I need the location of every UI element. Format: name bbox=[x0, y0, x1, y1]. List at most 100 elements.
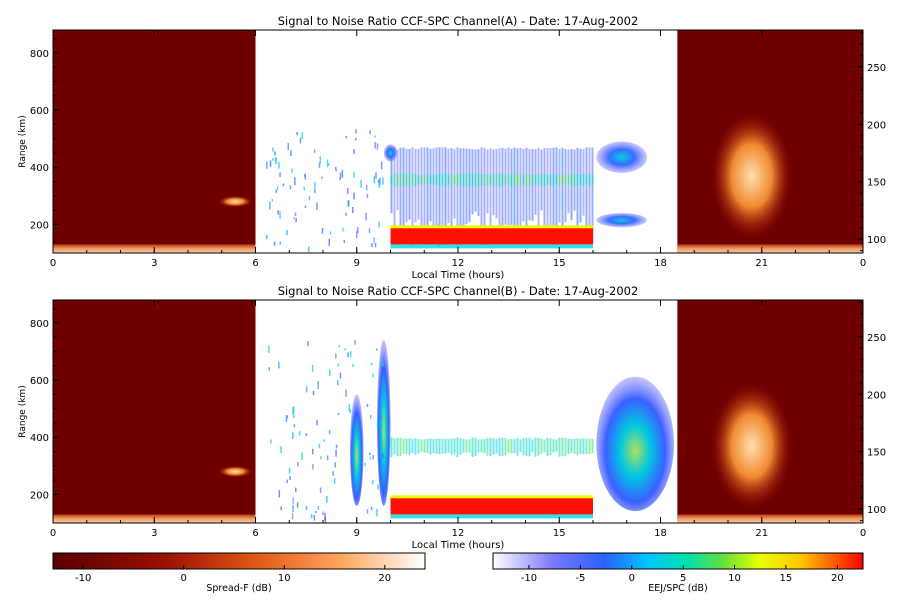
speckle bbox=[357, 227, 359, 234]
colorbar-tick-label: 10 bbox=[278, 573, 291, 584]
y2-tick-label: 150 bbox=[867, 448, 886, 459]
noise-streak bbox=[525, 174, 528, 186]
colorbar-tick-label: 5 bbox=[680, 573, 686, 584]
speckle bbox=[310, 514, 313, 519]
speckle bbox=[316, 419, 318, 426]
speckle bbox=[354, 340, 356, 345]
speckle bbox=[334, 166, 337, 170]
speckle bbox=[265, 234, 268, 240]
noise-streak bbox=[396, 437, 399, 457]
eej-strong-band bbox=[390, 497, 593, 515]
speckle bbox=[305, 386, 308, 393]
noise-streak bbox=[522, 174, 525, 185]
y2-tick-label: 100 bbox=[867, 505, 886, 516]
eej-echo bbox=[596, 212, 647, 228]
noise-streak bbox=[510, 173, 513, 187]
noise-streak bbox=[423, 147, 426, 245]
speckle bbox=[272, 147, 274, 152]
noise-streak bbox=[414, 438, 417, 455]
speckle bbox=[372, 373, 374, 378]
speckle bbox=[369, 130, 371, 135]
x-tick-label: 15 bbox=[553, 258, 566, 269]
noise-streak bbox=[552, 147, 555, 240]
speckle bbox=[335, 444, 338, 449]
x-tick-label: 18 bbox=[654, 258, 667, 269]
noise-streak bbox=[477, 173, 480, 187]
speckle bbox=[321, 228, 324, 234]
speckle bbox=[335, 353, 337, 359]
chart-title: Signal to Noise Ratio CCF-SPC Channel(A)… bbox=[278, 14, 639, 28]
noise-streak bbox=[486, 174, 489, 186]
colorbar-label: Spread-F (dB) bbox=[206, 583, 271, 594]
noise-streak bbox=[450, 147, 453, 236]
x-axis-label: Local Time (hours) bbox=[412, 540, 505, 551]
colorbar-tick-label: 20 bbox=[831, 573, 844, 584]
y-tick-label: 600 bbox=[30, 106, 49, 117]
speckle bbox=[378, 182, 381, 188]
noise-streak bbox=[588, 173, 591, 187]
speckle bbox=[314, 181, 316, 189]
noise-streak bbox=[417, 438, 420, 454]
speckle bbox=[373, 236, 375, 243]
speckle bbox=[328, 429, 331, 435]
noise-streak bbox=[546, 174, 549, 185]
x-tick-label: 0 bbox=[860, 258, 866, 269]
x-tick-label: 0 bbox=[50, 258, 56, 269]
noise-streak bbox=[399, 437, 402, 456]
noise-streak bbox=[501, 147, 504, 238]
colorbar-tick-label: 20 bbox=[378, 573, 391, 584]
speckle bbox=[288, 467, 291, 474]
speckle bbox=[286, 229, 288, 236]
speckle bbox=[279, 241, 282, 245]
colorbar-label: EEJ/SPC (dB) bbox=[648, 583, 707, 594]
speckle bbox=[292, 504, 294, 513]
noise-streak bbox=[459, 148, 462, 230]
speckle bbox=[307, 341, 309, 347]
noise-streak bbox=[426, 173, 429, 186]
noise-streak bbox=[504, 174, 507, 185]
noise-streak bbox=[525, 147, 528, 240]
speckle bbox=[349, 351, 352, 358]
x-tick-label: 15 bbox=[553, 528, 566, 539]
speckle bbox=[380, 415, 382, 419]
noise-streak bbox=[429, 438, 432, 455]
y2-tick-label: 250 bbox=[867, 333, 886, 344]
noise-streak bbox=[579, 438, 582, 454]
eej-speckles bbox=[268, 340, 384, 524]
noise-streak bbox=[399, 147, 402, 239]
x-tick-label: 0 bbox=[50, 528, 56, 539]
eej-band-edge bbox=[390, 244, 593, 249]
noise-streak bbox=[516, 148, 519, 229]
colorbar-tick-label: 10 bbox=[728, 573, 741, 584]
y2-axis: 100 150 200 250 bbox=[857, 31, 886, 252]
speckle bbox=[354, 137, 357, 141]
noise-streak bbox=[507, 175, 510, 185]
speckle bbox=[337, 412, 340, 416]
colorbar-tick-label: 0 bbox=[629, 573, 635, 584]
y-axis-label: Range (km) bbox=[18, 385, 28, 437]
noise-streak bbox=[420, 174, 423, 185]
speckle bbox=[290, 150, 292, 157]
speckle bbox=[345, 389, 347, 397]
noise-streak bbox=[459, 438, 462, 455]
noise-streak bbox=[591, 174, 594, 186]
speckle bbox=[305, 433, 308, 436]
noise-streak bbox=[570, 174, 573, 186]
region-spread-f bbox=[53, 30, 256, 253]
noise-streak bbox=[561, 174, 564, 186]
speckle bbox=[379, 177, 381, 186]
noise-streak bbox=[489, 437, 492, 457]
eej-band-edge bbox=[390, 225, 593, 229]
noise-streak bbox=[585, 175, 588, 184]
speckle bbox=[379, 457, 382, 461]
noise-streak bbox=[537, 147, 540, 237]
eej-plume bbox=[350, 394, 364, 506]
x-tick-label: 9 bbox=[354, 258, 360, 269]
noise-streak bbox=[453, 175, 456, 185]
noise-streak bbox=[564, 148, 567, 223]
noise-streak bbox=[474, 437, 477, 456]
y2-axis: 100 150 200 250 bbox=[857, 301, 886, 522]
speckle bbox=[353, 149, 355, 154]
speckle bbox=[296, 131, 298, 136]
noise-streak bbox=[528, 437, 531, 457]
